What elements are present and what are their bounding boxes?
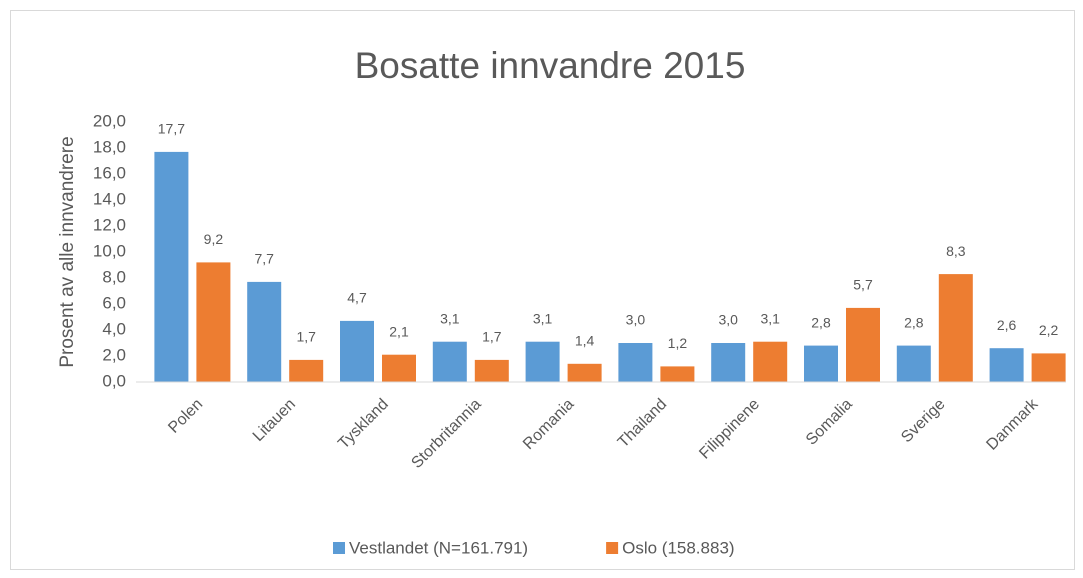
y-tick-label: 6,0 xyxy=(102,293,126,312)
bar xyxy=(340,320,374,382)
data-label: 2,8 xyxy=(811,314,831,330)
legend-label: Vestlandet (N=161.791) xyxy=(349,538,528,557)
bar xyxy=(432,341,467,382)
bar xyxy=(753,341,788,382)
y-tick-label: 4,0 xyxy=(102,319,126,338)
y-tick-label: 0,0 xyxy=(102,371,126,390)
bar xyxy=(660,366,695,382)
bar xyxy=(474,359,509,382)
data-label: 3,0 xyxy=(718,312,738,328)
bar xyxy=(196,262,231,382)
data-label: 1,7 xyxy=(482,329,502,345)
bar xyxy=(525,341,560,382)
bar xyxy=(289,359,324,382)
data-label: 3,0 xyxy=(626,312,646,328)
data-label: 7,7 xyxy=(254,251,274,267)
y-axis-label: Prosent av alle innvandrere xyxy=(57,136,78,367)
legend-label: Oslo (158.883) xyxy=(622,538,734,557)
bar xyxy=(896,345,931,382)
bar xyxy=(618,343,653,382)
y-tick-label: 2,0 xyxy=(102,345,126,364)
y-tick-label: 18,0 xyxy=(93,137,126,156)
y-tick-label: 10,0 xyxy=(93,241,126,260)
legend-swatch xyxy=(333,542,345,554)
y-tick-label: 16,0 xyxy=(93,163,126,182)
bar xyxy=(846,307,880,382)
y-tick-label: 8,0 xyxy=(102,267,126,286)
bar xyxy=(938,274,973,382)
y-tick-label: 12,0 xyxy=(93,215,126,234)
bar xyxy=(247,281,282,382)
data-label: 5,7 xyxy=(853,277,873,293)
bar xyxy=(567,363,602,382)
y-tick-label: 20,0 xyxy=(93,111,126,130)
bar xyxy=(989,348,1024,382)
data-label: 2,1 xyxy=(389,323,409,339)
y-tick-label: 14,0 xyxy=(93,189,126,208)
bar xyxy=(804,345,838,382)
bar xyxy=(1031,353,1066,382)
bar xyxy=(382,354,416,382)
data-label: 8,3 xyxy=(946,243,966,259)
data-label: 1,2 xyxy=(668,335,688,351)
data-label: 3,1 xyxy=(533,310,553,326)
data-label: 17,7 xyxy=(158,121,185,137)
chart-title: Bosatte innvandre 2015 xyxy=(355,45,746,86)
data-label: 3,1 xyxy=(760,310,780,326)
bar xyxy=(154,151,189,382)
data-label: 2,2 xyxy=(1039,322,1059,338)
data-label: 3,1 xyxy=(440,310,460,326)
data-label: 2,8 xyxy=(904,314,924,330)
data-label: 9,2 xyxy=(204,231,224,247)
data-label: 1,4 xyxy=(575,333,595,349)
bar xyxy=(711,343,746,382)
data-label: 1,7 xyxy=(296,329,316,345)
data-label: 2,6 xyxy=(997,317,1017,333)
data-label: 4,7 xyxy=(347,290,367,306)
legend-swatch xyxy=(606,542,619,554)
